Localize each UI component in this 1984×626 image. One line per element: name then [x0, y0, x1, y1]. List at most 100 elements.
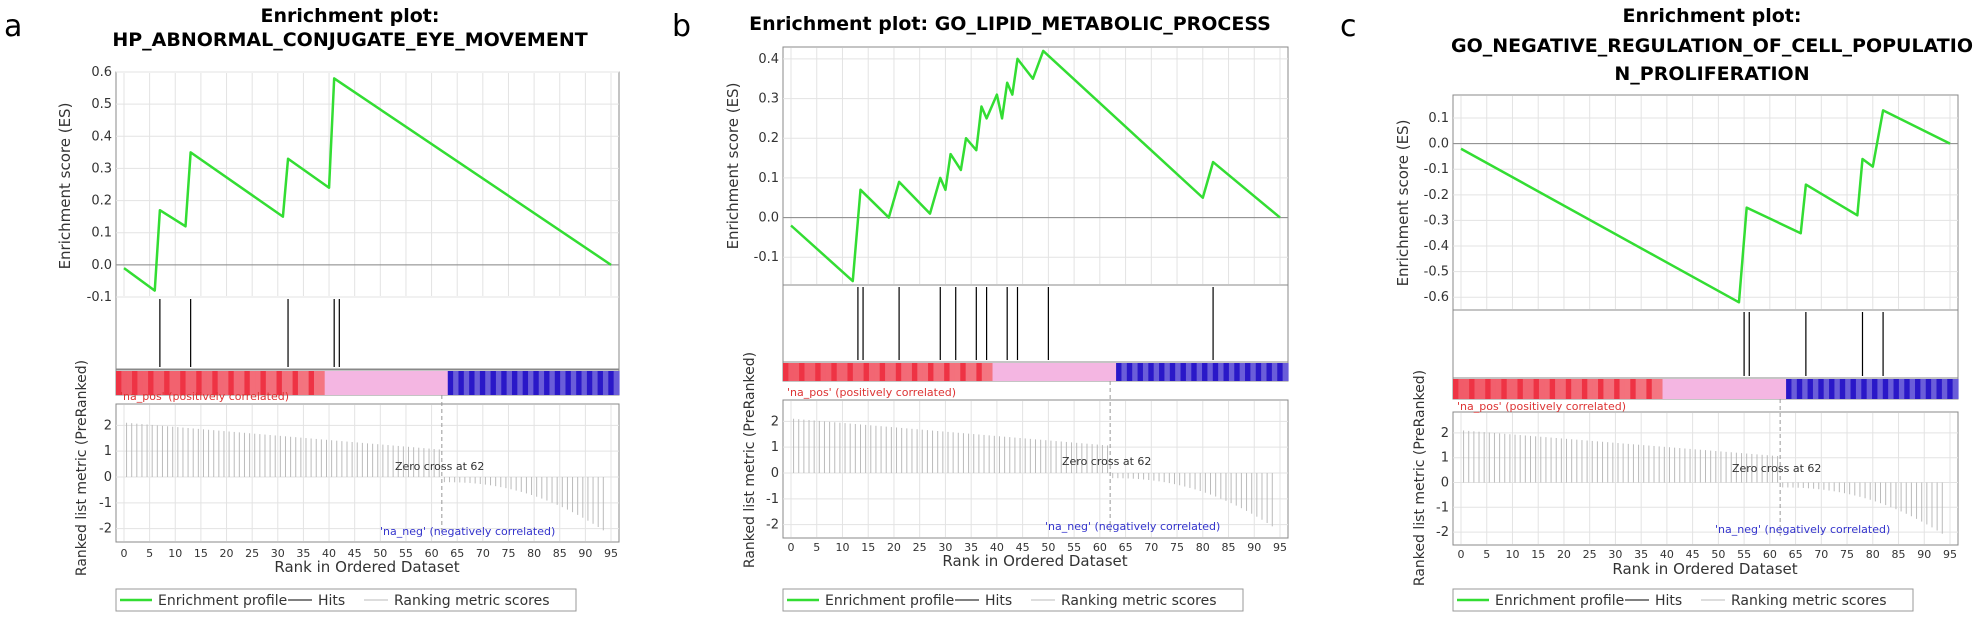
panel-b-es-tick-label: 0.3 — [758, 92, 779, 107]
panel-c-heatbar-cell — [1517, 379, 1524, 399]
panel-a-es-tick-label: 0.0 — [91, 258, 112, 273]
panel-a-heatbar-cell — [592, 371, 599, 395]
panel-c-heatbar-cell — [1737, 379, 1744, 399]
panel-b-metric-tick-label: 0 — [771, 466, 779, 481]
panel-b-heatbar-cell — [1046, 363, 1053, 381]
panel-a-heatbar-cell — [458, 371, 465, 395]
panel-a-heatbar-cell — [404, 371, 411, 395]
panel-c-heatbar-cell — [1834, 379, 1841, 399]
panel-a-metric-tick-label: 2 — [104, 418, 112, 433]
panel-c-heatbar-cell — [1743, 379, 1750, 399]
panel-b-heatbar-cell — [1228, 363, 1235, 381]
panel-a-heatbar-cell — [255, 371, 262, 395]
panel-b-heatbar-cell — [868, 363, 875, 381]
panel-c-heatbar-cell — [1581, 379, 1588, 399]
panel-c-neg-label: 'na_neg' (negatively correlated) — [1715, 523, 1890, 536]
panel-b-heatbar-cell — [815, 363, 822, 381]
panel-a-heatbar-cell — [340, 371, 347, 395]
panel-b-heatbar-cell — [831, 363, 838, 381]
panel-b-heatbar-cell — [1024, 363, 1031, 381]
panel-b: b Enrichment plot: GO_LIPID_METABOLIC_PR… — [672, 9, 1289, 612]
panel-b-heatbar-cell — [1062, 363, 1069, 381]
panel-b-heatbar-cell — [1271, 363, 1278, 381]
panel-c-heatbar-cell — [1657, 379, 1664, 399]
panel-b-heatbar-cell — [820, 363, 827, 381]
panel-a-heatbar-cell — [180, 371, 187, 395]
panel-a-heatbar-cell — [158, 371, 165, 395]
panel-b-metric-tick-label: 2 — [771, 414, 779, 429]
panel-a-metric-tick-label: -1 — [99, 496, 112, 511]
panel-a-heatbar-cell — [233, 371, 240, 395]
panel-b-heatbar-cell — [933, 363, 940, 381]
panel-c-metric-tick-label: -1 — [1436, 500, 1449, 515]
panel-a-legend-hits: Hits — [318, 593, 345, 609]
panel-b-heatbar-cell — [1132, 363, 1139, 381]
panel-b-heatbar-cell — [1056, 363, 1063, 381]
panel-c-heatbar-cell — [1619, 379, 1626, 399]
panel-a-heatbar-cell — [501, 371, 508, 395]
panel-c-x-tick-label: 65 — [1789, 548, 1803, 561]
panel-a-heatbar-cell — [276, 371, 283, 395]
panel-b-heatbar-cell — [965, 363, 972, 381]
panel-b-x-tick-label: 5 — [813, 541, 820, 554]
panel-b-heatbar-cell — [1212, 363, 1219, 381]
panel-a-x-tick-label: 15 — [194, 547, 208, 560]
panel-a-x-tick-label: 45 — [348, 547, 362, 560]
panel-b-heatbar-cell — [1255, 363, 1262, 381]
panel-a-es-tick-label: -0.1 — [87, 290, 112, 305]
panel-a-heatbar-cell — [303, 371, 310, 395]
panel-a-heatbar-cell — [174, 371, 181, 395]
panel-b-heatbar-cell — [1250, 363, 1257, 381]
panel-c-heatbar-cell — [1915, 379, 1921, 399]
panel-b-heatbar-cell — [1078, 363, 1085, 381]
panel-a-x-tick-label: 10 — [168, 547, 182, 560]
panel-b-heatbar-cell — [997, 363, 1004, 381]
panel-b-heatbar-cell — [1121, 363, 1128, 381]
panel-c-heatbar-cell — [1598, 379, 1605, 399]
panel-a-heatbar-cell — [421, 371, 427, 395]
panel-a-heatbar-cell — [367, 371, 374, 395]
panel-b-metric-ticks: 2 1 0 -1 -2 — [766, 414, 779, 532]
panel-b-x-tick-label: 45 — [1016, 541, 1030, 554]
panel-a-x-tick-label: 25 — [245, 547, 259, 560]
panel-b-heatbar-cell — [1003, 363, 1010, 381]
panel-c-heatbar-cell — [1952, 379, 1959, 399]
panel-c-heatbar-cell — [1624, 379, 1631, 399]
panel-c-legend-profile: Enrichment profile — [1495, 593, 1624, 609]
panel-c-x-tick-label: 60 — [1763, 548, 1777, 561]
panel-a-x-tick-label: 35 — [296, 547, 310, 560]
panel-a-es-profile-line — [123, 77, 612, 292]
panel-a-heatbar-cell — [576, 371, 583, 395]
panel-a-es-tick-label: 0.3 — [91, 161, 112, 176]
panel-a-heatbar-cell — [565, 371, 572, 395]
panel-c-x-tick-label: 55 — [1737, 548, 1751, 561]
panel-a-heatbar-cell — [148, 371, 155, 395]
panel-a-heatbar-cell — [319, 371, 326, 395]
panel-b-title-line1: Enrichment plot: GO_LIPID_METABOLIC_PROC… — [749, 13, 1271, 35]
panel-a-es-frame — [115, 71, 620, 298]
panel-a-heatbar-cell — [153, 371, 160, 395]
panel-a-pos-label: 'na_pos' (positively correlated) — [120, 390, 289, 403]
panel-a-legend-profile: Enrichment profile — [158, 593, 287, 609]
panel-a-heatbar — [116, 371, 620, 395]
panel-b-heatbar — [783, 363, 1289, 381]
panel-a: a Enrichment plot: HP_ABNORMAL_CONJUGATE… — [4, 5, 620, 612]
panel-c-heatbar-cell — [1705, 379, 1712, 399]
panel-a-heatbar-cell — [185, 371, 192, 395]
panel-c-x-tick-label: 15 — [1531, 548, 1545, 561]
panel-c-heatbar-cell — [1614, 379, 1621, 399]
panel-a-x-tick-label: 90 — [578, 547, 592, 560]
panel-c-heatbar-cell — [1533, 379, 1540, 399]
panel-b-x-tick-label: 40 — [990, 541, 1004, 554]
panel-c-title-line1: Enrichment plot: — [1623, 5, 1802, 27]
panel-c-heatbar-cell — [1882, 379, 1889, 399]
panel-c-x-tick-label: 30 — [1608, 548, 1622, 561]
panel-a-heatbar-cell — [346, 371, 353, 395]
panel-b-metric-tick-label: -2 — [766, 518, 779, 533]
panel-b-heatbar-cell — [1040, 363, 1047, 381]
panel-a-heatbar-cell — [410, 371, 417, 395]
panel-b-heatbar-cell — [783, 363, 789, 381]
panel-b-heatbar-cell — [1159, 363, 1166, 381]
